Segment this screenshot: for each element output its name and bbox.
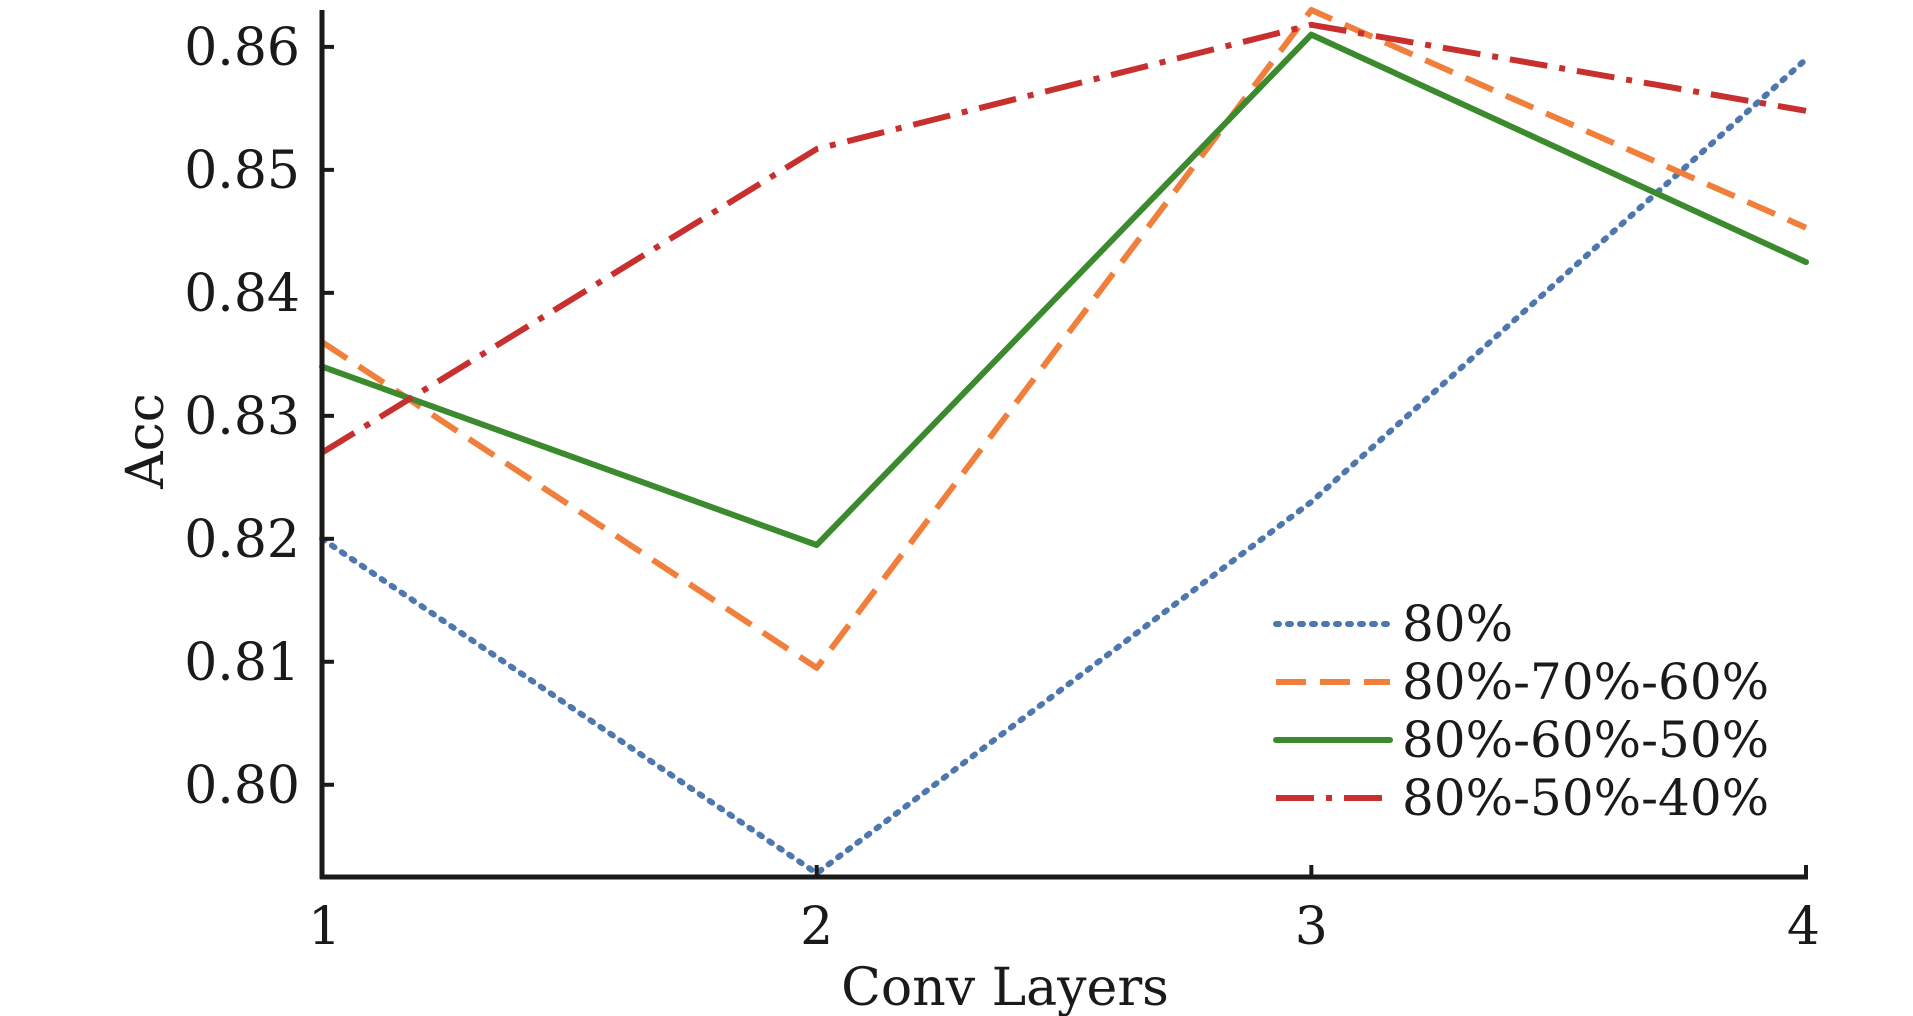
x-tick-label: 3 (1295, 897, 1328, 957)
legend-entry-3: 80%-60%-50% (1273, 711, 1769, 769)
x-axis-label: Conv Layers (841, 958, 1169, 1016)
series-line-1 (319, 56, 1809, 877)
y-tick-label: 0.84 (184, 264, 300, 324)
series-line-3 (319, 31, 1809, 548)
y-tick-label: 0.80 (184, 756, 300, 816)
y-tick-label: 0.85 (184, 141, 300, 201)
series-layer (319, 7, 1809, 877)
y-tick-label: 0.83 (184, 387, 300, 447)
y-axis-label: Acc (116, 393, 176, 490)
y-tick-labels: 0.80 0.81 0.82 0.83 0.84 0.85 0.86 (184, 18, 300, 816)
series-line-4 (320, 21, 1807, 456)
y-tick-label: 0.81 (184, 633, 300, 693)
y-tick-label: 0.82 (184, 510, 300, 570)
y-tick-label: 0.86 (184, 18, 300, 78)
legend-label: 80%-70%-60% (1402, 653, 1769, 711)
legend: 80%80%-70%-60%80%-60%-50%80%-50%-40% (1273, 595, 1769, 827)
x-tick-label: 2 (800, 897, 833, 957)
legend-entry-1: 80% (1273, 595, 1513, 653)
x-tick-label: 1 (308, 897, 341, 957)
x-tick-labels: 1 2 3 4 (308, 897, 1820, 957)
legend-entry-2: 80%-70%-60% (1276, 653, 1769, 711)
legend-label: 80% (1402, 595, 1513, 653)
series-line-2 (320, 7, 1808, 671)
legend-entry-4: 80%-50%-40% (1276, 769, 1769, 827)
axes (319, 10, 1808, 880)
legend-label: 80%-50%-40% (1402, 769, 1769, 827)
x-tick-label: 4 (1787, 897, 1820, 957)
legend-label: 80%-60%-50% (1402, 711, 1769, 769)
